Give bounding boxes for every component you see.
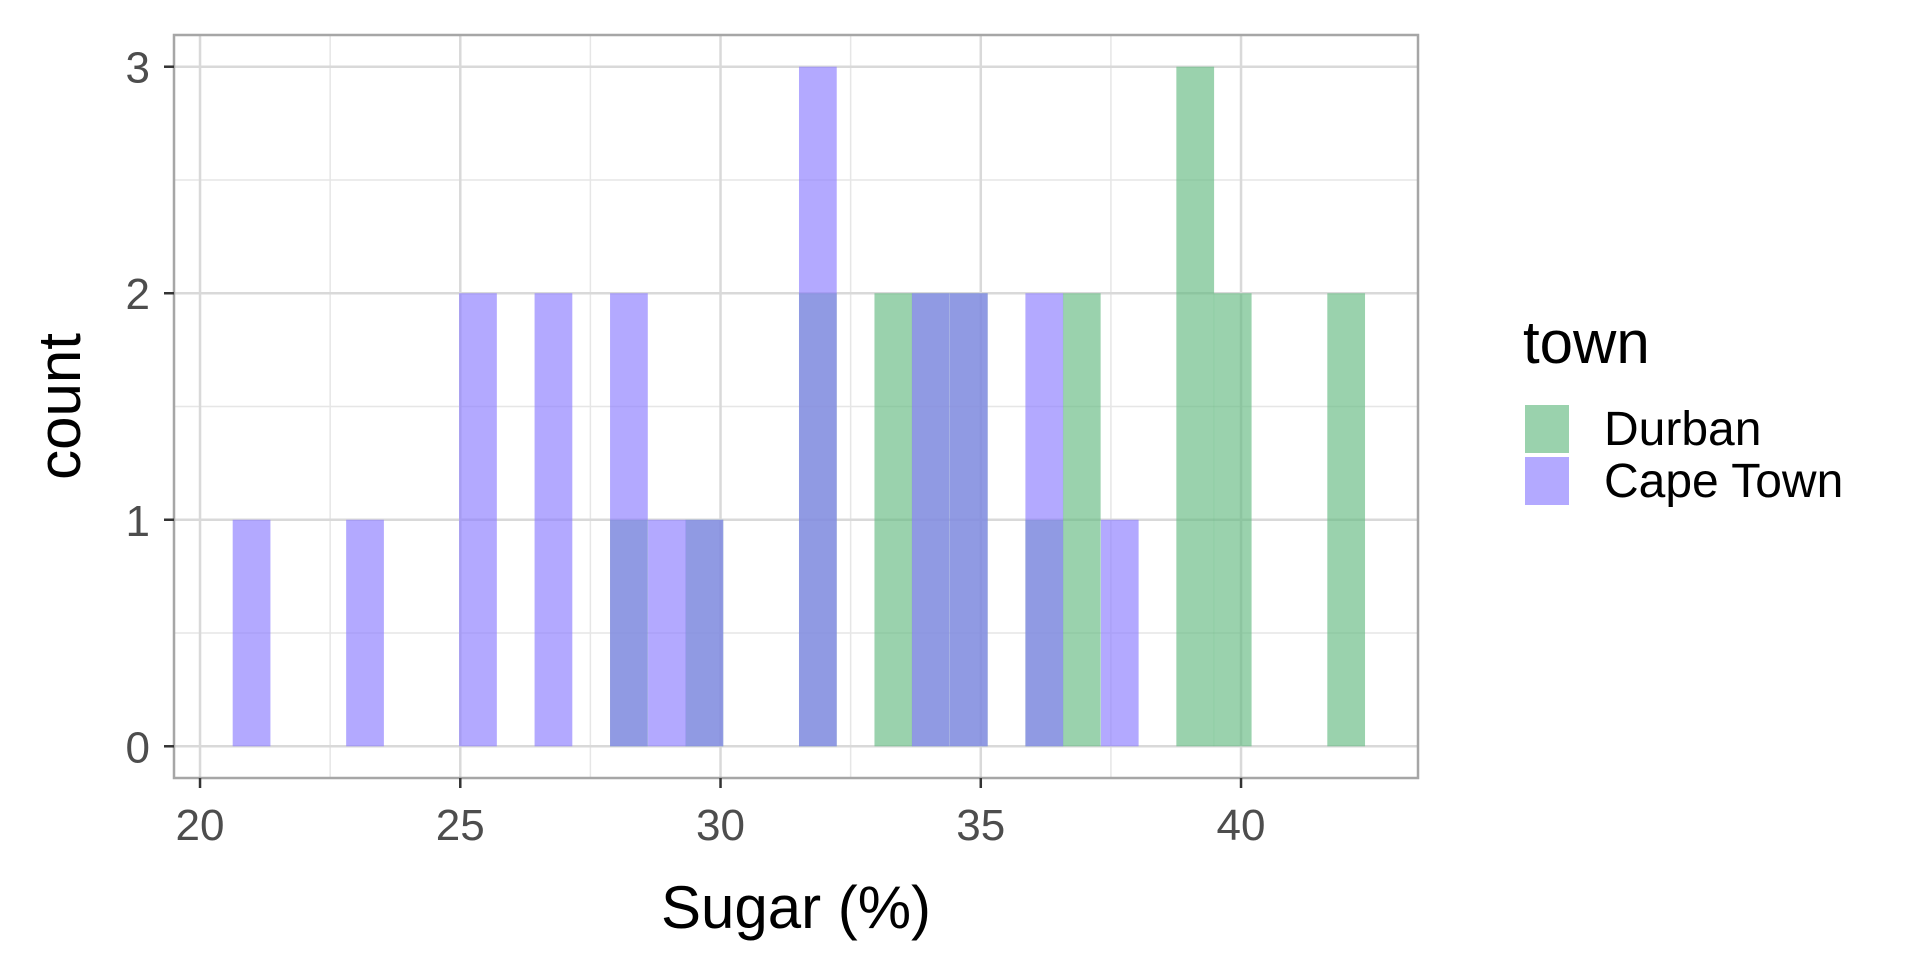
bar-layer [232, 66, 1366, 747]
bar-cape-town [1100, 519, 1139, 747]
bar-cape-town [798, 66, 837, 747]
x-axis-title: Sugar (%) [661, 874, 931, 941]
x-tick-label: 30 [696, 801, 745, 850]
bar-durban [1176, 66, 1215, 747]
legend-label: Durban [1604, 403, 1761, 456]
bar-cape-town [648, 519, 686, 747]
legend-key-cape-town [1525, 457, 1569, 505]
axis-layer: 20 25 30 35 40 0 1 2 3 [126, 44, 1266, 850]
bar-cape-town [610, 293, 648, 747]
bar-durban [874, 293, 913, 747]
bar-durban [1062, 293, 1101, 747]
bar-cape-town [685, 519, 724, 747]
bar-cape-town [346, 519, 384, 747]
x-tick-label: 25 [436, 801, 485, 850]
y-axis-title: count [26, 333, 93, 480]
bar-durban [1213, 293, 1252, 747]
x-tick-label: 40 [1217, 801, 1266, 850]
bar-cape-town [534, 293, 573, 747]
legend-title: town [1523, 309, 1650, 376]
x-tick-label: 20 [176, 801, 225, 850]
x-tick-label: 35 [956, 801, 1005, 850]
bar-durban [1327, 293, 1366, 747]
y-tick-label: 2 [126, 270, 150, 319]
bar-cape-town [232, 519, 271, 747]
bar-cape-town [459, 293, 497, 747]
panel-border [172, 33, 1420, 780]
legend-label: Cape Town [1604, 455, 1843, 508]
y-tick-label: 0 [126, 723, 150, 772]
legend-key-durban [1525, 405, 1569, 453]
y-tick-label: 1 [126, 497, 150, 546]
bar-cape-town [911, 293, 950, 747]
bar-cape-town [949, 293, 988, 747]
y-tick-label: 3 [126, 44, 150, 93]
bar-cape-town [1025, 293, 1064, 747]
